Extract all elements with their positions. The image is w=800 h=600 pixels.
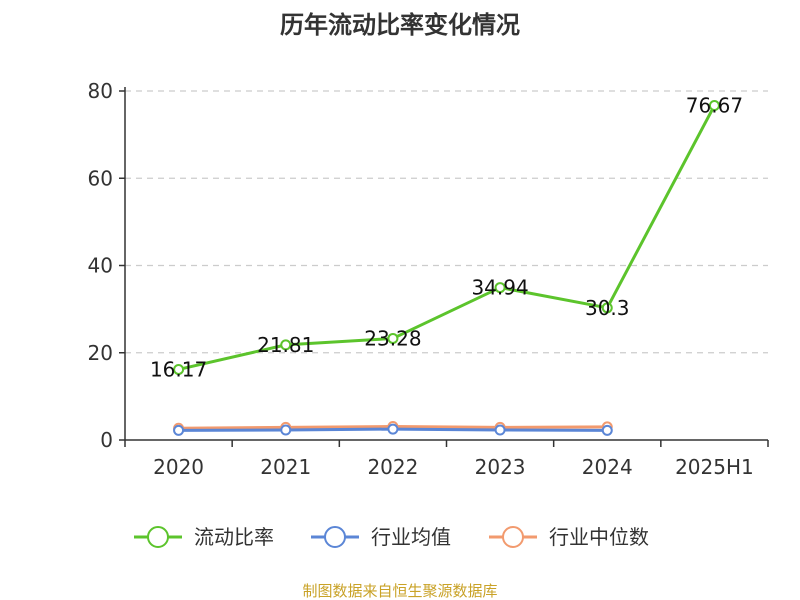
data-point xyxy=(601,302,613,314)
data-point xyxy=(280,339,292,351)
y-tick-label: 80 xyxy=(88,79,113,103)
data-point xyxy=(494,282,506,294)
data-label: 21.81 xyxy=(257,333,314,357)
legend-marker xyxy=(324,526,346,548)
x-tick-label: 2021 xyxy=(260,455,311,479)
data-point xyxy=(387,423,399,435)
legend-marker xyxy=(502,526,524,548)
data-point xyxy=(173,363,185,375)
data-label: 30.3 xyxy=(585,296,630,320)
data-point xyxy=(173,424,185,436)
axes-layer: 0 20 40 60 80 2020 2021 2022 2023 2024 2025H1 xyxy=(88,79,769,479)
data-point xyxy=(494,424,506,436)
legend-label: 行业中位数 xyxy=(549,525,649,549)
series-layer xyxy=(173,100,720,436)
data-label: 34.94 xyxy=(471,276,528,300)
legend: 流动比率 行业均值 行业中位数 xyxy=(134,525,649,549)
data-point xyxy=(280,424,292,436)
data-labels-layer: 16.17 21.81 23.28 34.94 30.3 76.67 xyxy=(150,94,743,382)
x-tick-label: 2024 xyxy=(582,455,633,479)
legend-label: 流动比率 xyxy=(194,525,274,549)
y-tick-label: 40 xyxy=(88,254,113,278)
data-point xyxy=(708,100,720,112)
legend-marker xyxy=(147,526,169,548)
chart-title: 历年流动比率变化情况 xyxy=(280,11,520,39)
data-label: 76.67 xyxy=(686,94,743,118)
x-tick-label: 2025H1 xyxy=(675,455,754,479)
y-tick-label: 0 xyxy=(100,428,113,452)
x-tick-label: 2022 xyxy=(367,455,418,479)
y-tick-label: 20 xyxy=(88,341,113,365)
y-tick-label: 60 xyxy=(88,166,113,190)
grid-layer xyxy=(125,90,768,354)
legend-label: 行业均值 xyxy=(371,525,451,549)
data-label: 23.28 xyxy=(364,326,421,350)
source-note: 制图数据来自恒生聚源数据库 xyxy=(302,582,497,600)
data-point xyxy=(387,332,399,344)
series-line xyxy=(177,104,716,371)
x-tick-label: 2020 xyxy=(153,455,204,479)
x-tick-label: 2023 xyxy=(475,455,526,479)
data-label: 16.17 xyxy=(150,357,207,381)
data-point xyxy=(601,424,613,436)
